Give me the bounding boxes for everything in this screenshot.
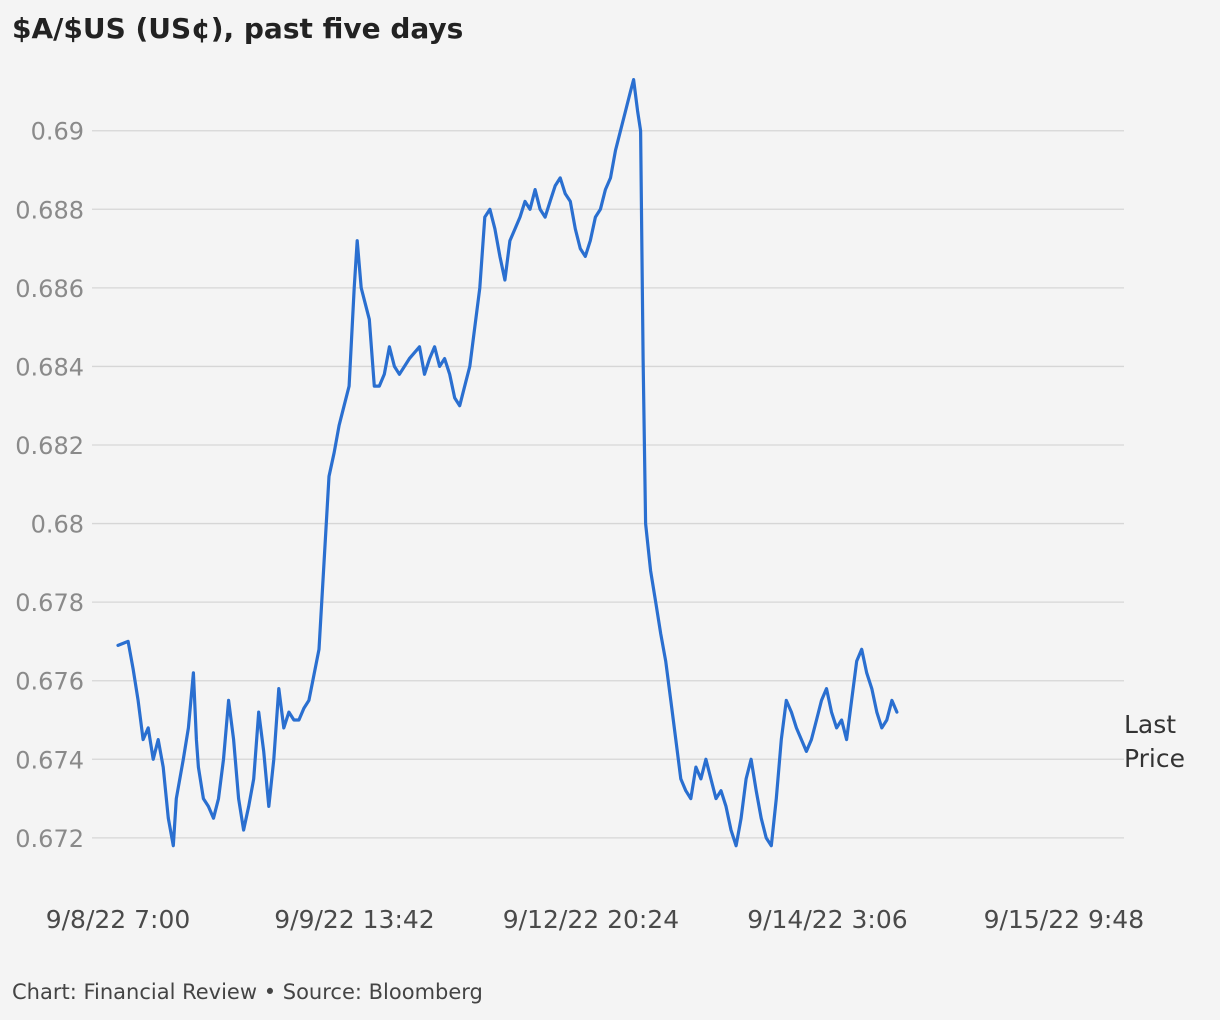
x-tick-label: 9/9/22 13:42: [274, 905, 434, 934]
y-tick-label: 0.686: [15, 275, 84, 303]
y-tick-label: 0.672: [15, 825, 84, 853]
y-tick-label: 0.69: [31, 118, 84, 146]
end-label-line1: Last: [1124, 710, 1176, 739]
y-tick-label: 0.688: [15, 196, 84, 224]
chart-title: $A/$US (US¢), past five days: [12, 12, 464, 45]
gridlines: [92, 130, 1124, 839]
x-tick-label: 9/15/22 9:48: [984, 905, 1144, 934]
y-tick-label: 0.68: [31, 511, 84, 539]
y-tick-label: 0.682: [15, 432, 84, 460]
y-tick-label: 0.684: [15, 353, 84, 381]
y-tick-label: 0.674: [15, 746, 84, 774]
chart-footer: Chart: Financial Review • Source: Bloomb…: [12, 980, 483, 1004]
y-tick-label: 0.676: [15, 668, 84, 696]
end-label-line2: Price: [1124, 744, 1185, 773]
x-axis-ticks: 9/8/22 7:00 9/9/22 13:42 9/12/22 20:24 9/14…: [46, 905, 1144, 934]
y-axis-ticks: 0.672 0.674 0.676 0.678 0.68 0.682 0.684 0.686 0…: [15, 118, 84, 853]
x-tick-label: 9/12/22 20:24: [503, 905, 679, 934]
series-line: [116, 78, 899, 848]
x-tick-label: 9/8/22 7:00: [46, 905, 191, 934]
x-tick-label: 9/14/22 3:06: [747, 905, 907, 934]
y-tick-label: 0.678: [15, 589, 84, 617]
